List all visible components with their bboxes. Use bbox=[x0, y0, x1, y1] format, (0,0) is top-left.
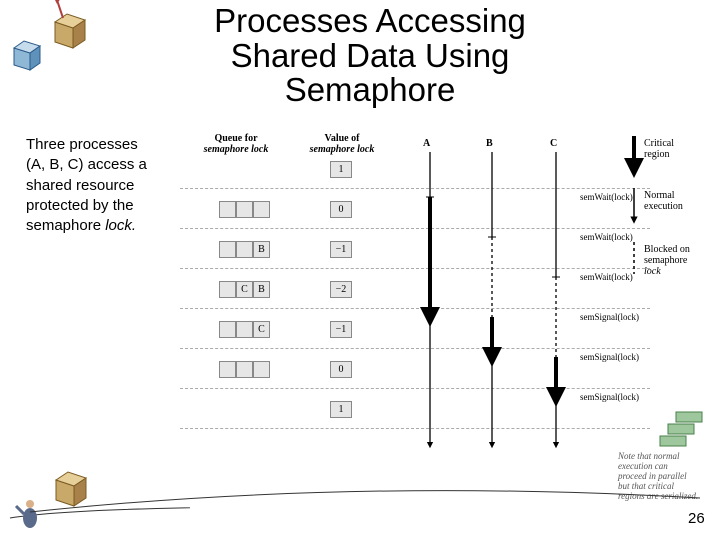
bottom-curve bbox=[0, 0, 720, 540]
page-number: 26 bbox=[688, 510, 705, 527]
